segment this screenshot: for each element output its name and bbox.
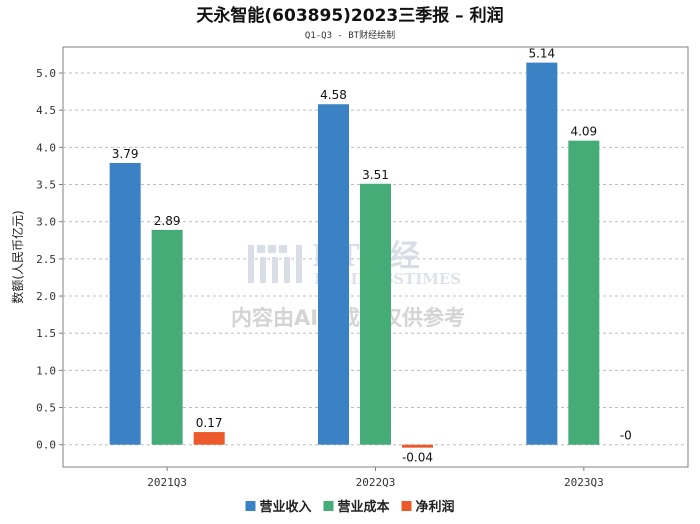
bar-营业收入-2021Q3 xyxy=(109,162,141,445)
legend-label: 净利润 xyxy=(416,499,455,515)
bar-营业成本-2021Q3 xyxy=(151,229,183,445)
data-label: 4.09 xyxy=(570,125,597,139)
bar-营业成本-2022Q3 xyxy=(360,183,391,445)
data-label: -0 xyxy=(620,429,632,443)
bar-营业收入-2023Q3 xyxy=(526,62,558,445)
y-tick-label: 4.0 xyxy=(36,141,56,154)
legend-label: 营业成本 xyxy=(337,499,389,515)
data-label: -0.04 xyxy=(402,451,433,465)
y-tick-label: 2.5 xyxy=(36,253,56,266)
y-tick-label: 1.5 xyxy=(36,327,56,340)
y-axis-label: 数额(人民币亿元) xyxy=(10,210,25,303)
chart-title: 天永智能(603895)2023三季报 – 利润 xyxy=(196,5,503,26)
legend-label: 营业收入 xyxy=(259,499,311,515)
data-label: 3.51 xyxy=(362,168,389,182)
legend-item: 营业收入 xyxy=(245,499,311,515)
chart-subtitle: Q1-Q3 - BT财经绘制 xyxy=(305,29,395,41)
watermark-logo-icon xyxy=(248,245,302,283)
legend-item: 营业成本 xyxy=(323,499,390,515)
plot-area: BT财经 BUSINESSTIMES 内容由AI生成，仅供参考 3.792.89… xyxy=(62,46,689,468)
y-tick-label: 2.0 xyxy=(36,290,56,303)
y-axis-ticks: 0.0 0.5 1.0 1.5 2.0 2.5 3.0 3.5 4.0 4.5 5.0 xyxy=(36,67,63,452)
y-tick-label: 0.0 xyxy=(36,439,56,452)
bar-营业成本-2023Q3 xyxy=(568,140,600,445)
x-tick-label: 2022Q3 xyxy=(356,476,396,489)
x-axis-ticks: 2021Q3 2022Q3 2023Q3 xyxy=(147,467,604,489)
bar-净利润-2022Q3 xyxy=(402,444,433,448)
legend: 营业收入 营业成本 净利润 xyxy=(245,499,455,515)
bar-营业收入-2022Q3 xyxy=(318,104,349,445)
bars xyxy=(109,62,600,448)
y-tick-label: 4.5 xyxy=(36,104,56,117)
data-label: 0.17 xyxy=(196,416,223,430)
data-label: 2.89 xyxy=(154,214,181,228)
x-tick-label: 2021Q3 xyxy=(147,476,187,489)
legend-swatch-icon xyxy=(245,501,256,511)
legend-swatch-icon xyxy=(401,501,412,511)
y-tick-label: 0.5 xyxy=(36,402,56,415)
data-label: 3.79 xyxy=(112,147,139,161)
y-tick-label: 3.0 xyxy=(36,216,56,229)
x-tick-label: 2023Q3 xyxy=(564,476,604,489)
legend-swatch-icon xyxy=(323,501,334,511)
y-tick-label: 1.0 xyxy=(36,364,56,377)
bar-净利润-2021Q3 xyxy=(193,432,225,445)
data-label: 5.14 xyxy=(528,47,555,61)
legend-item: 净利润 xyxy=(401,499,455,515)
data-labels: 3.79 2.89 0.17 4.58 3.51 -0.04 5.14 4.09 -0 xyxy=(112,47,632,465)
data-label: 4.58 xyxy=(320,88,347,102)
y-tick-label: 5.0 xyxy=(36,67,56,80)
y-tick-label: 3.5 xyxy=(36,179,56,192)
